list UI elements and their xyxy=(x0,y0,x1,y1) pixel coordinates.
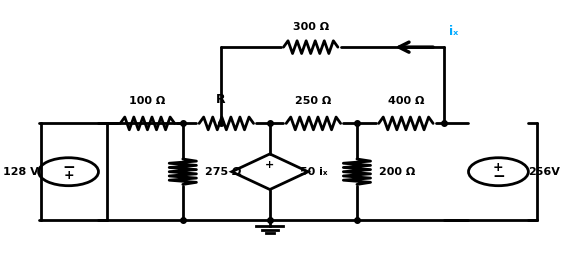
Text: 50 iₓ: 50 iₓ xyxy=(300,167,327,177)
Text: 400 Ω: 400 Ω xyxy=(388,96,424,106)
Text: +: + xyxy=(63,169,74,182)
Text: 128 V: 128 V xyxy=(3,167,39,177)
Text: +: + xyxy=(266,160,275,170)
Text: 300 Ω: 300 Ω xyxy=(293,22,329,32)
Text: 100 Ω: 100 Ω xyxy=(130,96,165,106)
Text: 200 Ω: 200 Ω xyxy=(378,167,415,177)
Text: R: R xyxy=(216,93,226,106)
Text: 275 Ω: 275 Ω xyxy=(204,167,241,177)
Text: +: + xyxy=(493,161,504,174)
Text: iₓ: iₓ xyxy=(449,25,458,38)
Text: 250 Ω: 250 Ω xyxy=(295,96,332,106)
Text: −: − xyxy=(492,169,505,184)
Text: 256V: 256V xyxy=(528,167,560,177)
Text: −: − xyxy=(62,160,75,175)
